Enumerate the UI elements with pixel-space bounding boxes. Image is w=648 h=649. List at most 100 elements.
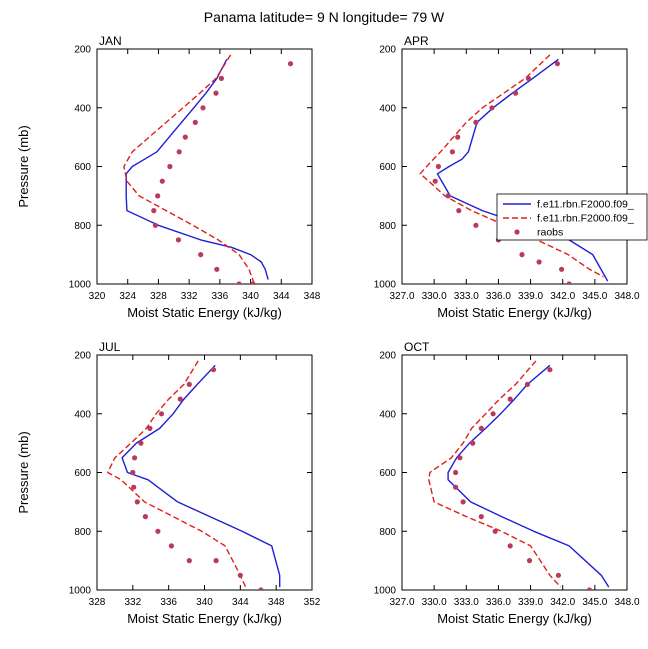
x-tick-label: 332 (124, 597, 141, 608)
y-tick-label: 200 (379, 45, 396, 56)
raobs-point (213, 558, 219, 564)
raobs-point (586, 587, 593, 590)
raobs-point (473, 222, 479, 228)
raobs-point (130, 469, 136, 476)
x-tick-label: 324 (119, 291, 136, 302)
raobs-point (559, 266, 565, 272)
x-tick-label: 330.0 (422, 597, 447, 608)
raobs-point (566, 281, 572, 284)
raobs-point (138, 440, 144, 446)
series-line-solid (436, 58, 609, 282)
raobs-point (507, 396, 513, 402)
y-tick-label: 1000 (374, 586, 397, 597)
x-tick-label: 344 (273, 291, 290, 302)
raobs-point (151, 208, 157, 214)
x-tick-label: 332 (181, 291, 198, 302)
y-tick-label: 400 (379, 103, 396, 114)
x-tick-label: 336 (212, 291, 229, 302)
raobs-point (478, 514, 484, 520)
y-tick-label: 1000 (69, 280, 92, 291)
raobs-point (142, 514, 148, 520)
raobs-point (470, 440, 476, 446)
x-tick-label: 328 (89, 597, 106, 608)
x-tick-label: 320 (89, 291, 106, 302)
panels: JAN 320 324 328 332 336 340 344 348 200 400 600 800 1… (16, 34, 640, 626)
x-tick-label: 348.0 (614, 291, 639, 302)
figure-title: Panama latitude= 9 N longitude= 79 W (204, 9, 445, 25)
raobs-point (250, 281, 256, 284)
y-tick-label: 800 (379, 221, 396, 232)
raobs-point (258, 587, 264, 590)
raobs-point (435, 163, 441, 170)
x-tick-label: 336.0 (486, 291, 511, 302)
raobs-point (554, 61, 561, 67)
plot-data (123, 54, 294, 284)
raobs-point (478, 425, 484, 431)
x-tick-label: 327.0 (389, 291, 414, 302)
series-line-dashed (428, 360, 562, 588)
raobs-point (177, 396, 183, 402)
x-axis-label: Moist Static Energy (kJ/kg) (437, 305, 592, 320)
raobs-point (507, 543, 513, 549)
series-line-dashed (419, 54, 604, 278)
raobs-point (526, 558, 533, 564)
x-tick-label: 339.0 (518, 597, 543, 608)
raobs-point (287, 61, 294, 67)
plot-frame (401, 354, 628, 591)
legend-marker-dot (514, 229, 520, 235)
x-axis-label: Moist Static Energy (kJ/kg) (437, 611, 592, 626)
y-tick-label: 600 (379, 162, 396, 173)
raobs-point (186, 381, 192, 387)
series-line-solid (447, 364, 610, 588)
x-tick-label: 328 (150, 291, 167, 302)
x-tick-label: 336.0 (486, 597, 511, 608)
x-tick-label: 345.0 (582, 597, 607, 608)
raobs-point (182, 134, 188, 140)
raobs-point (155, 193, 161, 199)
y-tick-label: 1000 (69, 586, 92, 597)
raobs-point (489, 105, 495, 111)
raobs-point (210, 367, 217, 373)
raobs-point (473, 119, 479, 125)
panel-oct: OCT 327.0 330.0 333.0 336.0 339.0 342.0 345.0 34… (374, 340, 640, 626)
raobs-point (198, 252, 204, 258)
raobs-point (445, 193, 451, 199)
panel-apr: APR 327.0 330.0 333.0 336.0 339.0 342.0 345.0 34… (374, 34, 640, 320)
panel-jul: JUL 328 332 336 340 344 348 352 200 400 600 800 1000… (16, 340, 321, 626)
x-tick-label: 348.0 (614, 597, 639, 608)
raobs-point (453, 484, 459, 490)
raobs-point (176, 149, 182, 155)
y-tick-label: 200 (74, 351, 91, 362)
raobs-point (236, 281, 242, 284)
legend: f.e11.rbn.F2000.f09_ f.e11.rbn.F2000.f09_… (496, 193, 648, 241)
x-tick-label: 327.0 (389, 597, 414, 608)
raobs-point (449, 149, 455, 155)
x-axis-label: Moist Static Energy (kJ/kg) (127, 305, 282, 320)
x-tick-label: 344 (232, 597, 249, 608)
x-tick-label: 340 (196, 597, 213, 608)
raobs-point (513, 90, 519, 96)
plot-frame (401, 48, 628, 285)
y-tick-label: 800 (74, 221, 91, 232)
raobs-point (519, 252, 525, 258)
x-tick-label: 330.0 (422, 291, 447, 302)
raobs-point (131, 484, 137, 490)
legend-box (496, 193, 648, 241)
x-tick-label: 333.0 (454, 291, 479, 302)
raobs-point (159, 178, 165, 184)
series-line-dashed (106, 360, 247, 588)
y-tick-label: 200 (74, 45, 91, 56)
raobs-point (457, 455, 463, 461)
x-tick-label: 339.0 (518, 291, 543, 302)
x-tick-label: 342.0 (550, 291, 575, 302)
panel-label: JAN (99, 34, 122, 48)
raobs-point (200, 105, 206, 111)
plot-data (106, 360, 281, 590)
raobs-point (460, 499, 466, 505)
x-tick-label: 348 (268, 597, 285, 608)
series-line-solid (125, 58, 269, 280)
y-tick-label: 400 (74, 409, 91, 420)
x-tick-label: 336 (160, 597, 177, 608)
raobs-point (490, 411, 496, 417)
